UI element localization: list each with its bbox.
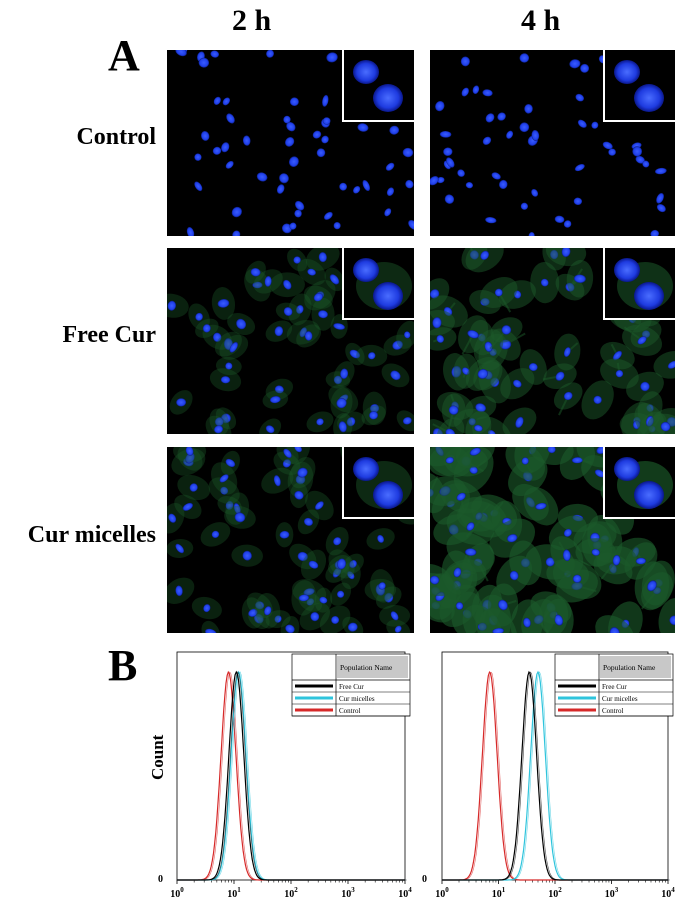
histogram-curve-shadow — [443, 671, 670, 881]
micrograph-free-cur-2h — [167, 248, 414, 434]
legend-header: Population Name — [340, 663, 393, 672]
legend-entry-label: Cur micelles — [602, 695, 638, 703]
inset-control-4h — [603, 50, 675, 122]
legend-header: Population Name — [603, 663, 656, 672]
panel-a-letter: A — [108, 31, 140, 80]
x-tick-label: 101 — [492, 886, 506, 900]
inset-image — [353, 60, 403, 112]
row-label-control: Control — [76, 124, 156, 150]
x-tick-label: 103 — [605, 886, 619, 900]
legend-box: Population Name Free Cur Cur micelles Contr… — [291, 653, 411, 717]
x-tick-label: 101 — [227, 886, 241, 900]
inset-free-cur-4h — [603, 248, 675, 320]
inset-image — [614, 258, 673, 310]
legend-box: Population Name Free Cur Cur micelles Contr… — [554, 653, 674, 717]
inset-image — [353, 457, 412, 509]
inset-control-2h — [342, 50, 414, 122]
x-tick-label: 102 — [548, 886, 562, 900]
inset-image — [353, 258, 412, 310]
inset-image — [614, 60, 664, 112]
x-tick-label: 100 — [435, 886, 449, 900]
inset-cur-micelles-4h — [603, 447, 675, 519]
inset-image — [614, 457, 673, 509]
column-header-2h: 2 h — [232, 4, 272, 37]
x-tick-label: 103 — [341, 886, 355, 900]
micrograph-image — [430, 50, 675, 236]
inset-free-cur-2h — [342, 248, 414, 320]
column-header-4h: 4 h — [521, 4, 561, 37]
y-zero-label-left: 0 — [158, 874, 163, 885]
y-zero-label-right: 0 — [422, 874, 427, 885]
micrograph-control-2h — [167, 50, 414, 236]
micrograph-control-4h — [430, 50, 675, 236]
legend-entry-label: Control — [339, 707, 360, 715]
row-label-free-cur: Free Cur — [62, 322, 156, 348]
x-tick-label: 102 — [284, 886, 298, 900]
x-tick-label: 100 — [170, 886, 184, 900]
legend-entry-label: Free Cur — [602, 683, 627, 691]
micrograph-cur-micelles-2h — [167, 447, 414, 633]
flow-histogram-4h: 100 101 102 103 104 Population Name Free Cur Cu… — [435, 651, 675, 900]
histogram-curve-shadow — [178, 671, 407, 881]
legend-entry-label: Control — [602, 707, 623, 715]
flow-histogram-2h: 100 101 102 103 104 Population Name Free Cur Cu… — [170, 651, 412, 900]
panel-b-letter: B — [108, 641, 138, 690]
legend-entry-label: Cur micelles — [339, 695, 375, 703]
legend-entry-label: Free Cur — [339, 683, 364, 691]
micrograph-free-cur-4h — [430, 248, 675, 434]
micrograph-image — [430, 447, 675, 633]
micrograph-cur-micelles-4h — [430, 447, 675, 633]
x-tick-label: 104 — [661, 886, 675, 900]
x-tick-label: 104 — [398, 886, 412, 900]
inset-cur-micelles-2h — [342, 447, 414, 519]
row-label-cur-micelles: Cur micelles — [27, 522, 156, 548]
